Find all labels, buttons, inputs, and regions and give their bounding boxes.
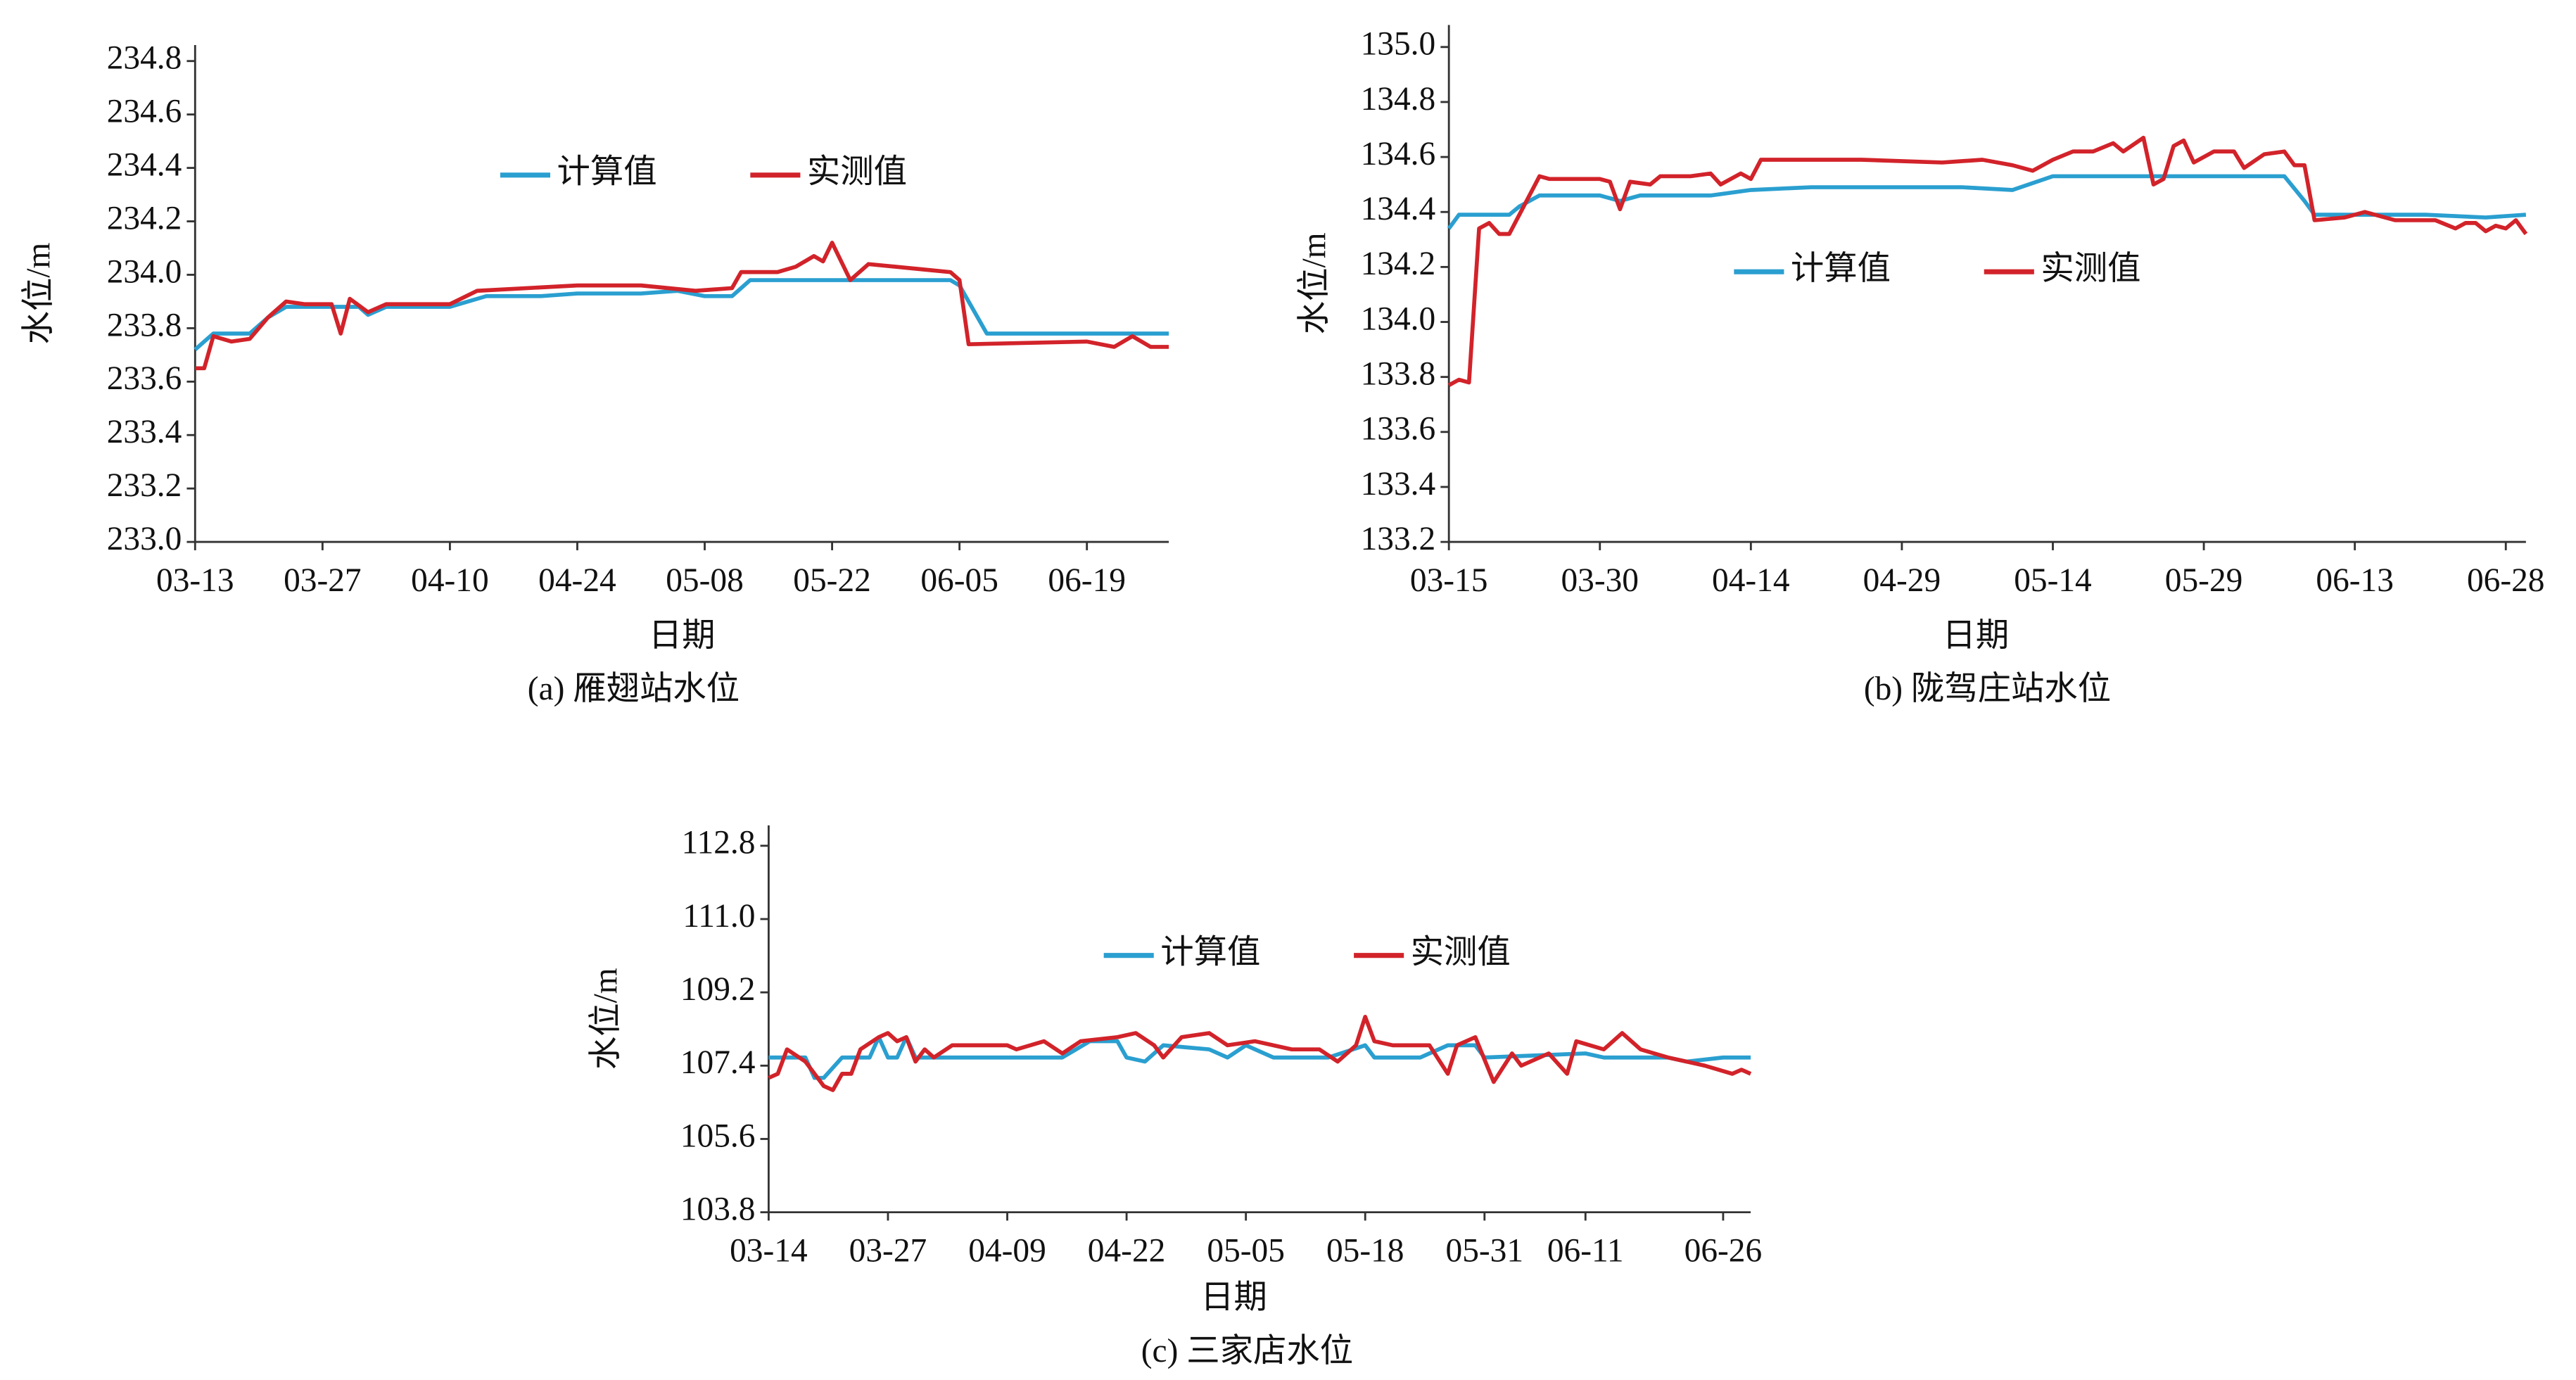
legend-label: 计算值 bbox=[1791, 251, 1891, 287]
chart-caption: (b) 陇驾庄站水位 bbox=[1864, 671, 2111, 707]
x-tick-label: 06-28 bbox=[2467, 562, 2545, 599]
x-tick-label: 04-09 bbox=[968, 1233, 1046, 1270]
legend-label: 计算值 bbox=[557, 154, 656, 191]
y-tick-label: 234.2 bbox=[107, 200, 182, 236]
y-tick-label: 234.6 bbox=[107, 94, 182, 130]
y-tick-label: 134.6 bbox=[1361, 136, 1436, 172]
x-tick-label: 05-14 bbox=[2014, 562, 2092, 599]
y-axis-title: 水位/m bbox=[20, 243, 57, 345]
y-tick-label: 234.4 bbox=[107, 146, 182, 183]
x-tick-label: 03-27 bbox=[849, 1233, 927, 1270]
x-axis-title: 日期 bbox=[1943, 617, 2010, 654]
y-tick-label: 134.2 bbox=[1361, 246, 1436, 282]
x-tick-label: 03-30 bbox=[1561, 562, 1639, 599]
legend-label: 实测值 bbox=[2041, 251, 2140, 287]
y-tick-label: 233.8 bbox=[107, 307, 182, 343]
y-tick-label: 134.0 bbox=[1361, 300, 1436, 337]
x-tick-label: 04-22 bbox=[1088, 1233, 1166, 1270]
data-line bbox=[195, 241, 1169, 371]
y-tick-label: 107.4 bbox=[680, 1044, 756, 1081]
x-tick-label: 05-31 bbox=[1446, 1233, 1524, 1270]
y-tick-label: 135.0 bbox=[1361, 26, 1436, 63]
x-tick-label: 06-19 bbox=[1048, 562, 1126, 599]
y-tick-label: 233.6 bbox=[107, 360, 182, 397]
x-tick-label: 03-13 bbox=[156, 562, 234, 599]
x-tick-label: 06-26 bbox=[1684, 1233, 1763, 1270]
y-tick-label: 112.8 bbox=[682, 825, 756, 861]
x-axis-title: 日期 bbox=[649, 617, 716, 654]
x-tick-label: 03-15 bbox=[1410, 562, 1488, 599]
y-tick-label: 133.8 bbox=[1361, 356, 1436, 393]
x-tick-label: 06-13 bbox=[2316, 562, 2394, 599]
x-tick-label: 05-22 bbox=[793, 562, 871, 599]
y-tick-label: 134.4 bbox=[1361, 191, 1436, 227]
y-tick-label: 134.8 bbox=[1361, 81, 1436, 118]
data-line bbox=[193, 278, 1169, 351]
y-tick-label: 133.6 bbox=[1361, 411, 1436, 448]
x-tick-label: 05-05 bbox=[1207, 1233, 1285, 1270]
y-tick-label: 133.4 bbox=[1361, 466, 1436, 502]
y-axis-title: 水位/m bbox=[588, 968, 624, 1070]
data-line bbox=[768, 1015, 1752, 1092]
x-tick-label: 05-08 bbox=[666, 562, 744, 599]
chart-caption: (a) 雁翅站水位 bbox=[528, 671, 740, 707]
x-tick-label: 04-10 bbox=[411, 562, 489, 599]
y-tick-label: 233.2 bbox=[107, 467, 182, 504]
y-tick-label: 234.0 bbox=[107, 253, 182, 290]
x-tick-label: 05-18 bbox=[1326, 1233, 1404, 1270]
x-tick-label: 04-29 bbox=[1863, 562, 1941, 599]
chart-caption: (c) 三家店水位 bbox=[1141, 1333, 1353, 1369]
x-tick-label: 03-27 bbox=[284, 562, 362, 599]
y-tick-label: 103.8 bbox=[680, 1191, 756, 1228]
x-tick-label: 04-14 bbox=[1712, 562, 1790, 599]
y-tick-label: 233.4 bbox=[107, 414, 182, 450]
y-tick-label: 234.8 bbox=[107, 40, 182, 77]
legend-label: 计算值 bbox=[1160, 935, 1260, 971]
x-axis-title: 日期 bbox=[1200, 1279, 1267, 1316]
y-tick-label: 111.0 bbox=[683, 898, 755, 935]
x-tick-label: 06-11 bbox=[1547, 1233, 1624, 1270]
legend-label: 实测值 bbox=[1411, 935, 1511, 971]
x-tick-label: 06-05 bbox=[920, 562, 998, 599]
legend-label: 实测值 bbox=[807, 154, 907, 191]
x-tick-label: 04-24 bbox=[538, 562, 616, 599]
data-line bbox=[1447, 135, 2528, 387]
x-tick-label: 05-29 bbox=[2165, 562, 2243, 599]
y-axis-title: 水位/m bbox=[1296, 232, 1333, 334]
y-tick-label: 233.0 bbox=[107, 521, 182, 557]
y-tick-label: 133.2 bbox=[1361, 521, 1436, 557]
y-tick-label: 109.2 bbox=[680, 971, 756, 1008]
y-tick-label: 105.6 bbox=[680, 1118, 756, 1154]
x-tick-label: 03-14 bbox=[730, 1233, 808, 1270]
data-line bbox=[768, 1034, 1751, 1080]
